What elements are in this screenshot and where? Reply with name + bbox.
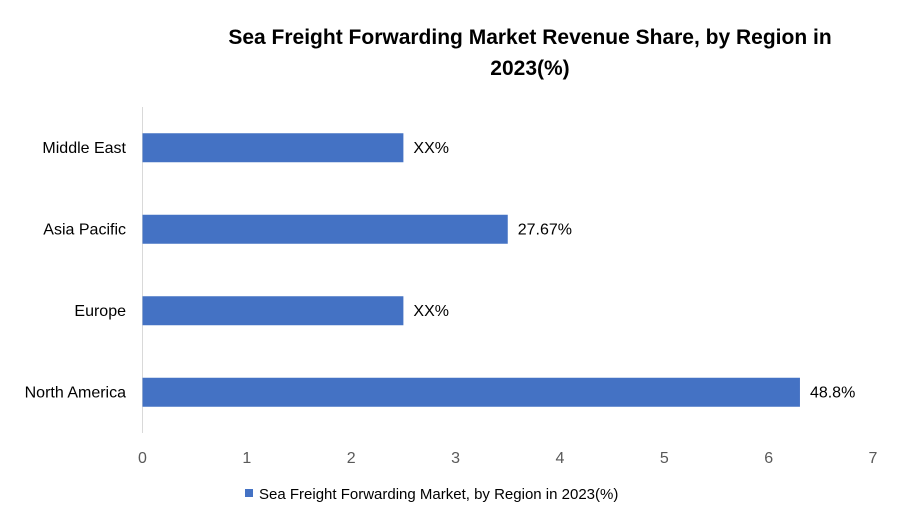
category-label: Middle East [42,140,126,157]
x-tick-label: 6 [764,450,773,467]
data-label: 27.67% [518,221,572,238]
x-tick-label: 0 [138,450,147,467]
x-tick-label: 3 [451,450,460,467]
legend-label: Sea Freight Forwarding Market, by Region… [259,486,618,503]
bar [142,296,404,326]
x-tick-label: 1 [242,450,251,467]
category-label: North America [25,384,126,401]
data-label: XX% [413,303,449,320]
category-label: Asia Pacific [43,221,126,238]
bar [142,133,404,163]
data-labels: XX% 27.67% XX% 48.8% [413,140,855,402]
x-tick-label: 7 [869,450,878,467]
data-label: 48.8% [810,384,855,401]
category-labels: Middle East Asia Pacific Europe North Ameri… [25,140,127,402]
x-tick-label: 2 [347,450,356,467]
legend-swatch [245,489,253,497]
chart-title: Sea Freight Forwarding Market Revenue Sh… [228,26,832,80]
data-label: XX% [413,140,449,157]
x-axis-ticks: 0 1 2 3 4 5 6 7 [138,450,878,467]
category-label: Europe [74,303,126,320]
x-tick-label: 4 [555,450,564,467]
bars [142,133,800,407]
bar [142,377,800,407]
bar [142,214,508,244]
legend: Sea Freight Forwarding Market, by Region… [245,486,618,503]
x-tick-label: 5 [660,450,669,467]
